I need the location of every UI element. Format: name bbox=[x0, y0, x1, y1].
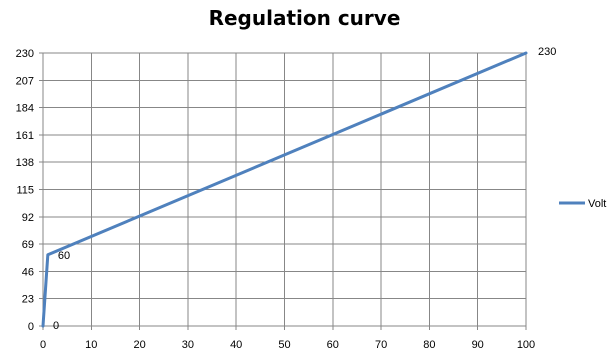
data-label: 60 bbox=[58, 250, 70, 262]
y-tick-label: 184 bbox=[16, 103, 34, 115]
x-tick-label: 10 bbox=[85, 339, 97, 350]
y-tick-label: 161 bbox=[16, 130, 34, 142]
x-tick-label: 80 bbox=[423, 339, 435, 350]
y-tick-label: 23 bbox=[22, 294, 34, 306]
x-tick-label: 30 bbox=[182, 339, 194, 350]
x-tick-label: 90 bbox=[472, 339, 484, 350]
data-label: 0 bbox=[53, 320, 59, 332]
y-tick-label: 207 bbox=[16, 75, 34, 87]
x-tick-label: 20 bbox=[133, 339, 145, 350]
y-tick-label: 0 bbox=[28, 321, 34, 333]
y-tick-label: 46 bbox=[22, 266, 34, 278]
y-tick-label: 115 bbox=[16, 185, 34, 197]
legend: Volt bbox=[559, 198, 606, 210]
legend-label: Volt bbox=[588, 198, 606, 210]
grid bbox=[39, 52, 527, 330]
x-tick-label: 40 bbox=[230, 339, 242, 350]
series-layer bbox=[41, 51, 528, 328]
y-tick-label: 92 bbox=[22, 212, 34, 224]
axis-tick-labels: 0 23 46 69 92 115 138 161 184 207 230 0 10 20 30 40 50 60… bbox=[16, 48, 536, 350]
x-tick-label: 50 bbox=[278, 339, 290, 350]
y-tick-label: 138 bbox=[16, 157, 34, 169]
y-tick-label: 69 bbox=[22, 239, 34, 251]
chart-title: Regulation curve bbox=[208, 6, 401, 30]
data-labels: 0 60 230 bbox=[53, 46, 556, 332]
data-label: 230 bbox=[538, 46, 556, 58]
y-tick-label: 230 bbox=[16, 48, 34, 60]
series-line bbox=[41, 51, 528, 328]
x-tick-label: 60 bbox=[327, 339, 339, 350]
x-tick-label: 100 bbox=[517, 339, 535, 350]
x-tick-label: 70 bbox=[375, 339, 387, 350]
x-tick-label: 0 bbox=[40, 339, 46, 350]
